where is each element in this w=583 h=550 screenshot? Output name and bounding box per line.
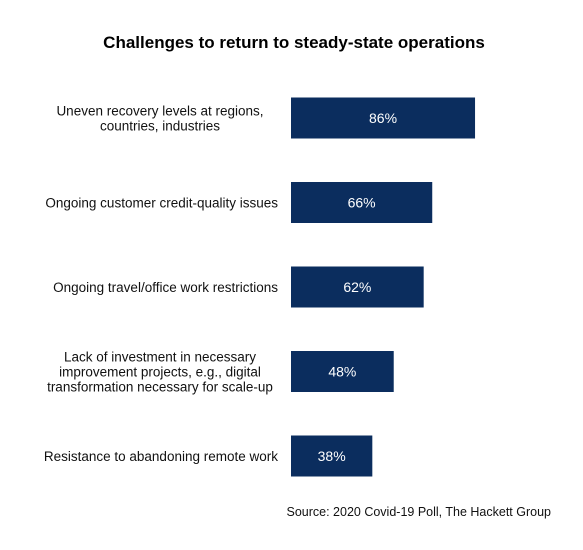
category-label-line: transformation necessary for scale-up	[47, 380, 273, 395]
value-label-5: 38%	[318, 448, 346, 464]
category-label-5: Resistance to abandoning remote work	[44, 449, 278, 464]
category-label-line: improvement projects, e.g., digital	[59, 365, 261, 380]
value-label-4: 48%	[328, 364, 356, 380]
source-note: Source: 2020 Covid-19 Poll, The Hackett …	[287, 505, 552, 519]
bars-group	[291, 97, 476, 477]
category-label-line: Uneven recovery levels at regions,	[56, 104, 263, 119]
category-label-line: countries, industries	[100, 119, 220, 134]
bar-4	[291, 351, 394, 392]
category-label-line: Lack of investment in necessary	[64, 350, 256, 365]
value-label-1: 86%	[369, 110, 397, 126]
bar-5	[291, 435, 373, 477]
value-labels-group: 86% 66% 62% 48% 38%	[318, 110, 397, 464]
category-label-line: Resistance to abandoning remote work	[44, 449, 278, 464]
chart-title: Challenges to return to steady-state ope…	[103, 33, 485, 52]
value-label-3: 62%	[343, 279, 371, 295]
category-label-1: Uneven recovery levels at regions, countr…	[56, 104, 263, 134]
bar-2	[291, 182, 433, 223]
category-label-line: Ongoing customer credit-quality issues	[45, 196, 278, 211]
category-label-2: Ongoing customer credit-quality issues	[45, 196, 278, 211]
bar-3	[291, 266, 424, 308]
bar-1	[291, 97, 476, 139]
category-label-4: Lack of investment in necessary improveme…	[47, 350, 273, 395]
category-label-3: Ongoing travel/office work restrictions	[53, 280, 278, 295]
value-label-2: 66%	[348, 195, 376, 211]
category-label-line: Ongoing travel/office work restrictions	[53, 280, 278, 295]
category-labels-group: Uneven recovery levels at regions, countr…	[44, 104, 278, 465]
